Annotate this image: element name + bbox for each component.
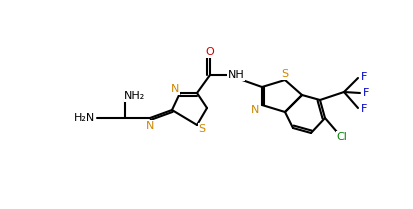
Text: O: O xyxy=(205,47,214,57)
Text: N: N xyxy=(145,121,154,131)
Text: F: F xyxy=(362,88,368,98)
Text: S: S xyxy=(281,69,288,79)
Text: NH₂: NH₂ xyxy=(124,91,145,101)
Text: N: N xyxy=(250,105,259,115)
Text: NH: NH xyxy=(227,70,244,80)
Text: F: F xyxy=(360,72,366,82)
Text: H₂N: H₂N xyxy=(74,113,95,123)
Text: F: F xyxy=(360,104,366,114)
Text: N: N xyxy=(171,84,179,94)
Text: S: S xyxy=(198,124,205,134)
Text: Cl: Cl xyxy=(336,132,347,142)
